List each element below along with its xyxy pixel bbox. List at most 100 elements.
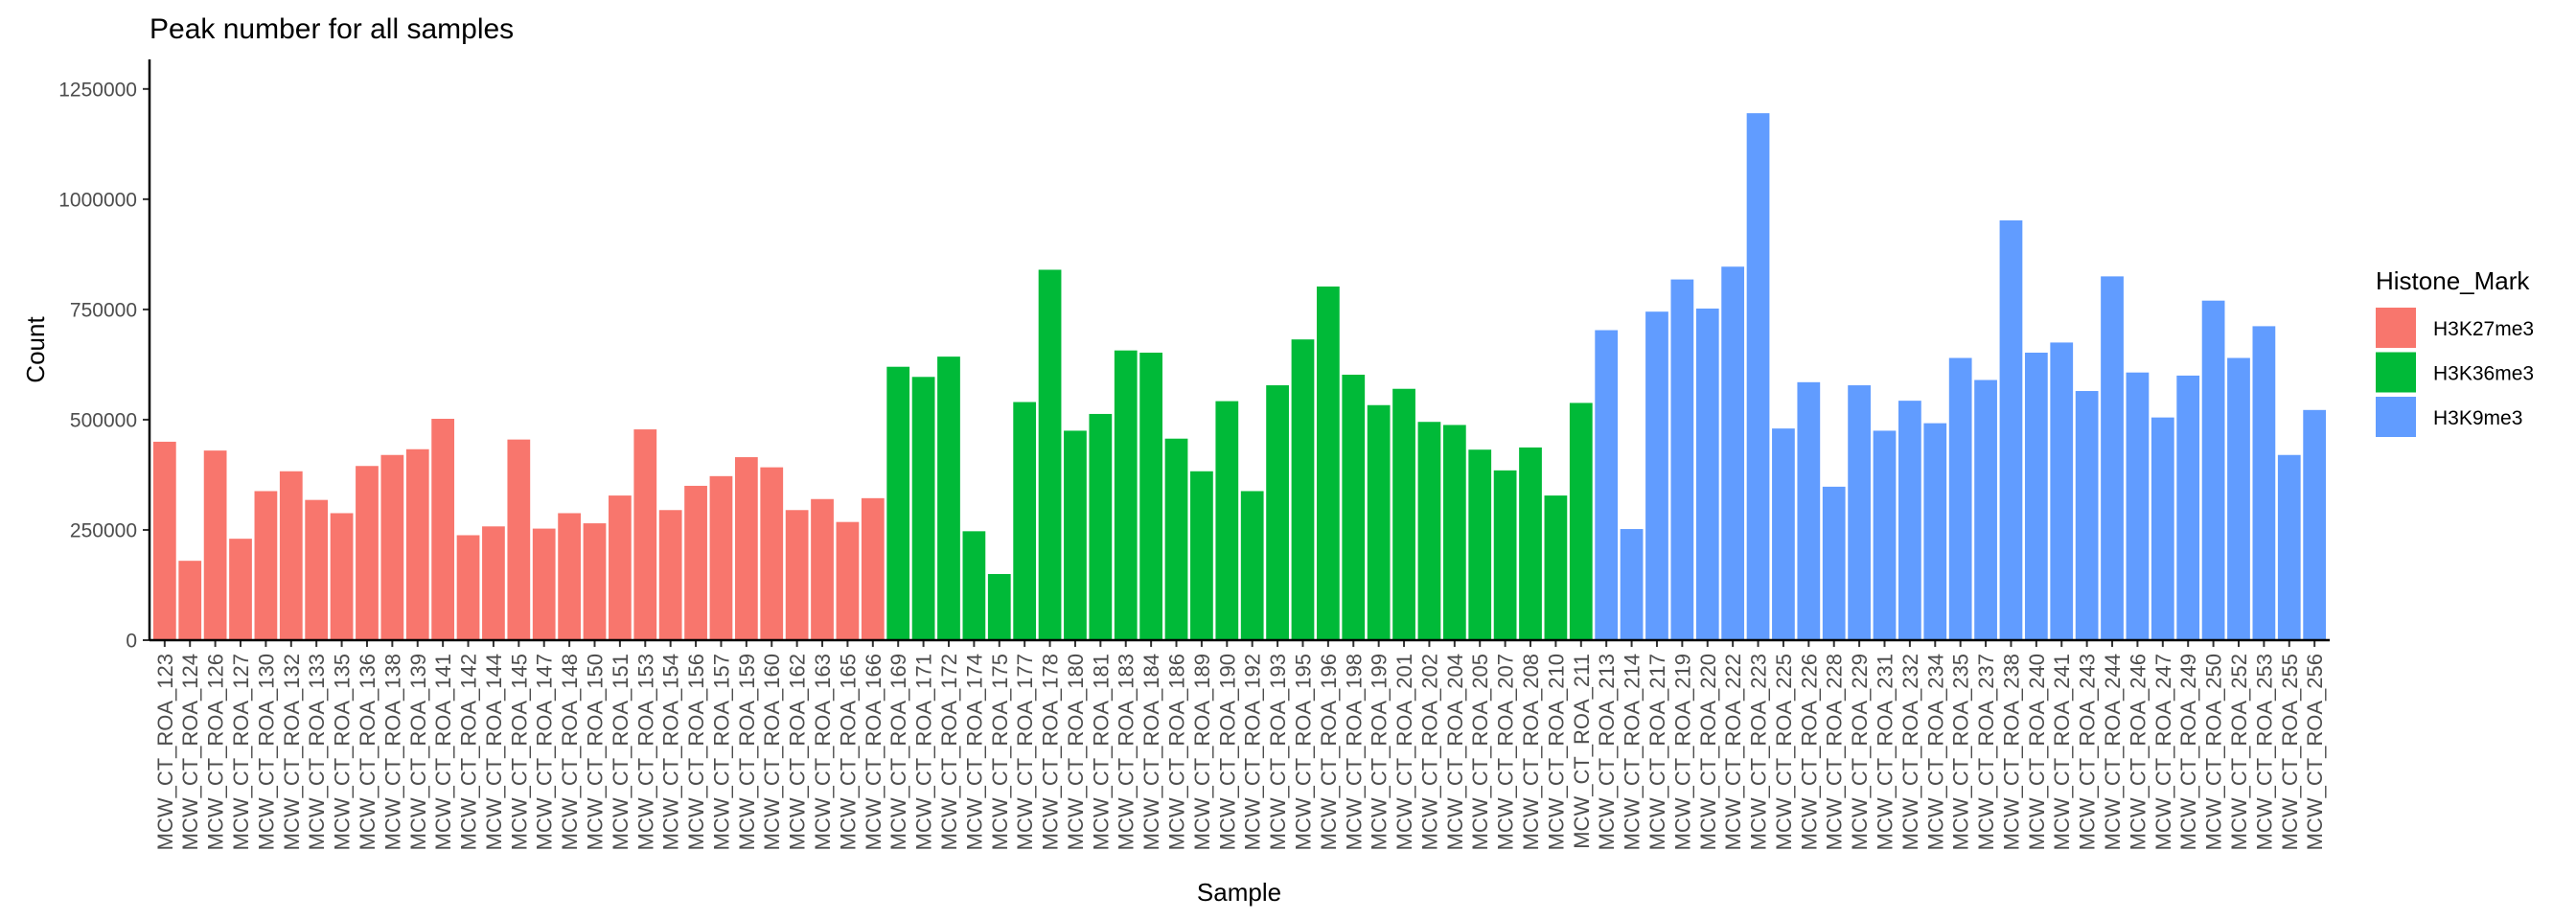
x-tick-label: MCW_CT_ROA_184	[1139, 654, 1163, 850]
x-tick-label: MCW_CT_ROA_256	[2303, 654, 2327, 850]
bar-mcw-ct-roa-175	[987, 573, 1011, 640]
x-tick-label: MCW_CT_ROA_247	[2151, 654, 2175, 850]
x-axis-title: Sample	[1197, 878, 1281, 907]
x-tick-label: MCW_CT_ROA_127	[229, 654, 253, 850]
bar-mcw-ct-roa-123	[152, 441, 176, 640]
chart-title: Peak number for all samples	[150, 13, 514, 45]
x-tick-label: MCW_CT_ROA_219	[1670, 654, 1694, 850]
x-tick-label: MCW_CT_ROA_151	[609, 654, 632, 850]
x-tick-label: MCW_CT_ROA_162	[786, 654, 810, 850]
x-tick-label: MCW_CT_ROA_180	[1064, 654, 1088, 850]
bar-mcw-ct-roa-127	[229, 539, 252, 640]
y-tick-label: 250000	[70, 519, 137, 541]
y-tick-label: 500000	[70, 409, 137, 431]
bar-mcw-ct-roa-144	[482, 526, 505, 640]
bar-mcw-ct-roa-219	[1670, 279, 1694, 640]
bar-mcw-ct-roa-139	[405, 448, 429, 640]
bar-mcw-ct-roa-135	[330, 513, 354, 640]
x-tick-label: MCW_CT_ROA_148	[558, 654, 582, 850]
x-tick-label: MCW_CT_ROA_195	[1291, 654, 1315, 850]
x-tick-label: MCW_CT_ROA_193	[1266, 654, 1290, 850]
bar-mcw-ct-roa-160	[760, 467, 784, 640]
x-tick-label: MCW_CT_ROA_150	[584, 654, 608, 850]
bar-mcw-ct-roa-165	[836, 521, 860, 640]
x-tick-label: MCW_CT_ROA_178	[1039, 654, 1063, 850]
x-tick-label: MCW_CT_ROA_210	[1544, 654, 1568, 850]
y-axis: 0 250000 500000 750000 1000000 1250000	[58, 79, 150, 653]
bar-mcw-ct-roa-247	[2150, 417, 2174, 640]
x-tick-label: MCW_CT_ROA_124	[178, 654, 202, 850]
x-tick-label: MCW_CT_ROA_145	[507, 654, 531, 850]
x-tick-label: MCW_CT_ROA_213	[1595, 654, 1619, 850]
bar-mcw-ct-roa-153	[633, 429, 657, 640]
x-tick-label: MCW_CT_ROA_165	[836, 654, 860, 850]
bar-mcw-ct-roa-199	[1367, 404, 1391, 640]
bar-mcw-ct-roa-126	[203, 450, 227, 640]
x-tick-label: MCW_CT_ROA_160	[760, 654, 784, 850]
x-tick-label: MCW_CT_ROA_232	[1898, 654, 1922, 850]
x-tick-label: MCW_CT_ROA_171	[912, 654, 936, 850]
y-tick-label: 750000	[70, 299, 137, 321]
bar-mcw-ct-roa-234	[1923, 423, 1947, 640]
bar-mcw-ct-roa-217	[1645, 311, 1668, 640]
y-tick-label: 1250000	[58, 79, 137, 101]
bar-mcw-ct-roa-208	[1519, 447, 1542, 640]
bar-mcw-ct-roa-243	[2075, 391, 2099, 640]
bar-mcw-ct-roa-231	[1873, 430, 1897, 640]
x-tick-label: MCW_CT_ROA_222	[1721, 654, 1745, 850]
legend-key-h3k27me3	[2376, 308, 2416, 348]
bar-mcw-ct-roa-196	[1316, 286, 1340, 640]
bar-mcw-ct-roa-201	[1392, 388, 1415, 640]
bar-mcw-ct-roa-244	[2101, 276, 2124, 640]
bar-mcw-ct-roa-228	[1822, 486, 1846, 640]
bar-mcw-ct-roa-171	[911, 377, 935, 640]
bar-mcw-ct-roa-157	[709, 475, 733, 640]
bar-mcw-ct-roa-238	[1999, 219, 2023, 640]
y-tick-label: 0	[126, 631, 137, 653]
x-tick-label: MCW_CT_ROA_175	[988, 654, 1012, 850]
x-tick-label: MCW_CT_ROA_229	[1848, 654, 1872, 850]
bar-mcw-ct-roa-166	[861, 497, 885, 640]
x-tick-label: MCW_CT_ROA_228	[1823, 654, 1847, 850]
x-tick-label: MCW_CT_ROA_181	[1089, 654, 1113, 850]
bar-mcw-ct-roa-253	[2252, 326, 2276, 640]
bar-mcw-ct-roa-250	[2201, 300, 2225, 640]
x-tick-label: MCW_CT_ROA_163	[811, 654, 835, 850]
bar-mcw-ct-roa-177	[1013, 402, 1037, 640]
x-tick-label: MCW_CT_ROA_130	[254, 654, 278, 850]
x-tick-label: MCW_CT_ROA_237	[1974, 654, 1998, 850]
x-tick-label: MCW_CT_ROA_142	[457, 654, 481, 850]
x-tick-label: MCW_CT_ROA_132	[280, 654, 304, 850]
bar-mcw-ct-roa-174	[962, 531, 986, 640]
x-tick-label: MCW_CT_ROA_156	[684, 654, 708, 850]
x-tick-label: MCW_CT_ROA_147	[533, 654, 557, 850]
bar-mcw-ct-roa-133	[305, 499, 329, 640]
bar-mcw-ct-roa-246	[2126, 372, 2150, 640]
x-tick-label: MCW_CT_ROA_223	[1747, 654, 1771, 850]
x-tick-label: MCW_CT_ROA_183	[1115, 654, 1138, 850]
x-tick-label: MCW_CT_ROA_166	[862, 654, 886, 850]
bar-mcw-ct-roa-184	[1139, 352, 1163, 640]
bar-mcw-ct-roa-180	[1064, 430, 1087, 640]
bar-mcw-ct-roa-132	[279, 471, 303, 640]
x-tick-label: MCW_CT_ROA_126	[204, 654, 228, 850]
x-tick-label: MCW_CT_ROA_243	[2076, 654, 2100, 850]
bar-mcw-ct-roa-198	[1342, 374, 1366, 640]
x-tick-label: MCW_CT_ROA_246	[2126, 654, 2150, 850]
bar-mcw-ct-roa-163	[811, 498, 834, 640]
y-tick-label: 1000000	[58, 189, 137, 211]
x-tick-label: MCW_CT_ROA_141	[431, 654, 455, 850]
bar-mcw-ct-roa-156	[684, 485, 707, 640]
bar-mcw-ct-roa-147	[532, 528, 556, 640]
bar-mcw-ct-roa-207	[1493, 470, 1517, 640]
x-tick-label: MCW_CT_ROA_234	[1923, 654, 1947, 850]
bar-mcw-ct-roa-210	[1544, 495, 1568, 640]
bar-mcw-ct-roa-235	[1948, 357, 1972, 640]
x-tick-label: MCW_CT_ROA_157	[709, 654, 733, 850]
bar-mcw-ct-roa-159	[734, 457, 758, 640]
x-tick-label: MCW_CT_ROA_204	[1443, 654, 1467, 850]
x-tick-label: MCW_CT_ROA_205	[1468, 654, 1492, 850]
x-tick-label: MCW_CT_ROA_226	[1797, 654, 1821, 850]
x-tick-label: MCW_CT_ROA_217	[1645, 654, 1669, 850]
x-tick-label: MCW_CT_ROA_198	[1342, 654, 1366, 850]
